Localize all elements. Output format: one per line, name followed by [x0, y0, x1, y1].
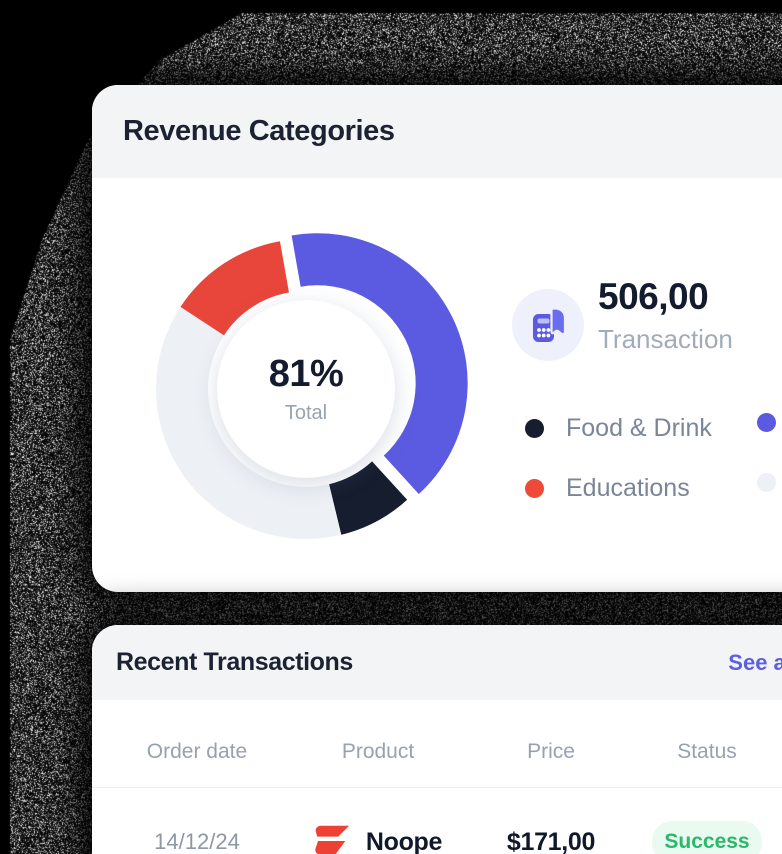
noope-logo [314, 824, 352, 854]
recent-transactions-card: Recent Transactions See all Order date P… [92, 625, 782, 854]
transaction-stat-text: 506,00 Transaction [598, 276, 733, 355]
legend-item-gray [757, 473, 782, 492]
revenue-card-title: Revenue Categories [123, 115, 395, 148]
legend-item-food-drink: Food & Drink [525, 414, 712, 443]
column-status: Status [648, 740, 766, 764]
product-cell: Noope [302, 824, 454, 854]
transaction-row[interactable]: 14/12/24 Noope $171,00 Success [92, 803, 766, 854]
status-cell: Success [648, 821, 766, 854]
donut-slice [329, 461, 407, 534]
column-product: Product [302, 740, 454, 764]
donut-total-percent: 81% [269, 353, 344, 396]
transactions-card-header: Recent Transactions See all [92, 625, 782, 700]
dashboard-screen: Revenue Categories 81% Total 506,00 Tran [0, 0, 782, 854]
transaction-count: 506,00 [598, 276, 733, 318]
table-divider [92, 787, 782, 788]
legend-dot-purple [757, 413, 776, 432]
donut-total-caption: Total [285, 402, 327, 425]
legend-dot-food-drink [525, 419, 544, 438]
product-name: Noope [366, 828, 442, 854]
donut-center-label: 81% Total [217, 300, 395, 478]
transactions-table-header: Order date Product Price Status [92, 740, 766, 764]
legend-dot-gray [757, 473, 776, 492]
price-cell: $171,00 [454, 828, 648, 854]
see-all-link[interactable]: See all [728, 650, 782, 676]
transaction-stat: 506,00 Transaction [512, 276, 733, 361]
legend-item-purple [757, 413, 782, 432]
transaction-count-caption: Transaction [598, 324, 733, 355]
legend-dot-educations [525, 479, 544, 498]
revenue-card-header: Revenue Categories [92, 85, 782, 178]
transactions-card-title: Recent Transactions [116, 648, 353, 677]
pos-terminal-receipt-icon [512, 289, 584, 361]
column-price: Price [454, 740, 648, 764]
legend-item-educations: Educations [525, 474, 690, 503]
column-order-date: Order date [92, 740, 302, 764]
legend-label-educations: Educations [566, 474, 690, 503]
status-badge: Success [652, 821, 762, 854]
order-date-cell: 14/12/24 [92, 829, 302, 854]
revenue-categories-card: Revenue Categories 81% Total 506,00 Tran [92, 85, 782, 592]
legend-label-food-drink: Food & Drink [566, 414, 712, 443]
